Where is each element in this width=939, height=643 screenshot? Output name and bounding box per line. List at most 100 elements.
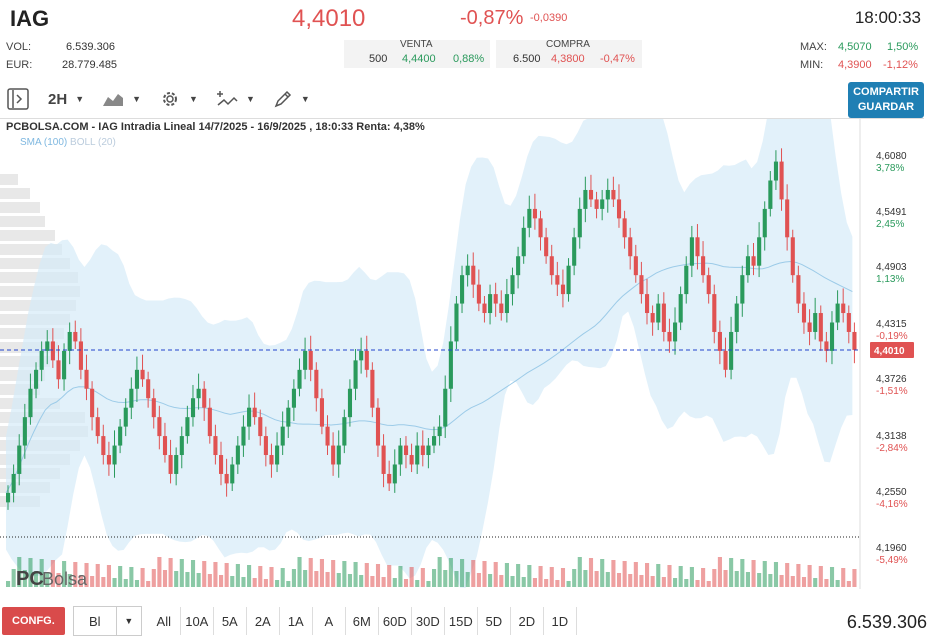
volume-bar: [717, 557, 722, 587]
last-update-time: 18:00:33: [854, 8, 921, 27]
volume-bar: [650, 576, 655, 587]
volume-bar: [656, 564, 661, 587]
x-tick-label: 22: [99, 588, 111, 589]
range-button-a[interactable]: A: [313, 607, 346, 635]
volume-bar: [39, 559, 44, 587]
candle-body: [78, 341, 83, 370]
y-tick-value: 4,4315: [876, 319, 907, 330]
candle-body: [476, 284, 481, 304]
volume-bar: [90, 576, 95, 587]
settings-dropdown[interactable]: ▼: [159, 88, 198, 110]
range-button-15d[interactable]: 15D: [445, 607, 478, 635]
volume-bar: [532, 578, 537, 587]
volume-bar: [835, 580, 840, 587]
volume-bar: [314, 571, 319, 587]
share-save-button[interactable]: COMPARTIR GUARDAR: [848, 82, 924, 118]
timeframe-dropdown[interactable]: 2H ▼: [48, 91, 84, 108]
buy-price: 4,3800: [551, 53, 585, 65]
range-button-60d[interactable]: 60D: [379, 607, 412, 635]
volume-bar: [426, 581, 431, 587]
sma-label[interactable]: SMA (100): [20, 137, 68, 148]
range-button-5a[interactable]: 5A: [214, 607, 247, 635]
volume-bar: [779, 575, 784, 587]
candle-body: [179, 436, 184, 456]
candle-body: [779, 161, 784, 200]
candle-body: [633, 256, 638, 276]
volume-profile-bar: [0, 230, 55, 241]
range-button-30d[interactable]: 30D: [412, 607, 445, 635]
candle-body: [549, 256, 554, 276]
volume-bar: [757, 573, 762, 587]
volume-bar: [622, 561, 627, 587]
candle-body: [482, 303, 487, 314]
x-tick-label: 12: [809, 588, 821, 589]
volume-bar: [521, 577, 526, 587]
config-button[interactable]: CONFG.: [2, 607, 65, 635]
volume-bar: [342, 561, 347, 587]
x-tick-label: 1: [247, 588, 253, 589]
watermark-bolsa: Bolsa: [42, 569, 88, 589]
ticker-symbol: IAG: [10, 6, 50, 31]
range-button-6m[interactable]: 6M: [346, 607, 379, 635]
candle-body: [667, 331, 672, 342]
chart-title: PCBOLSA.COM - IAG Intradia Lineal 14/7/2…: [6, 121, 425, 133]
volume-bar: [319, 559, 324, 587]
volume-bar: [639, 575, 644, 587]
share-label: COMPARTIR: [853, 86, 919, 98]
volume-bar: [701, 568, 706, 587]
candle-body: [62, 350, 67, 380]
volume-bar: [740, 559, 745, 587]
range-button-2a[interactable]: 2A: [247, 607, 280, 635]
boll-label[interactable]: BOLL (20): [70, 137, 116, 148]
range-button-1a[interactable]: 1A: [280, 607, 313, 635]
timeframe-label: 2H: [48, 90, 68, 108]
mode-select[interactable]: Bl: [72, 606, 117, 636]
chevron-down-icon[interactable]: ▼: [116, 606, 142, 636]
candle-body: [314, 369, 319, 399]
sidebar-toggle-button[interactable]: [6, 87, 30, 111]
sidebar-toggle-icon: [7, 88, 29, 110]
candle-body: [241, 426, 246, 446]
x-tick-label: 28: [174, 588, 186, 589]
range-button-10a[interactable]: 10A: [181, 607, 214, 635]
candle-body: [297, 369, 302, 389]
candle-body: [785, 199, 790, 238]
last-price: 4,4010: [292, 5, 366, 32]
volume-bar: [6, 581, 11, 587]
x-tick-label: 16: [839, 588, 851, 589]
range-button-1d[interactable]: 1D: [544, 607, 577, 635]
candle-body: [751, 256, 756, 266]
candle-body: [50, 341, 55, 361]
volume-bar: [818, 566, 823, 587]
candle-body: [118, 426, 123, 446]
candle-body: [162, 436, 168, 456]
x-tick-label: 4: [698, 588, 704, 589]
candle-body: [588, 189, 594, 200]
volume-bar: [286, 581, 291, 587]
chart-type-dropdown[interactable]: ▼: [102, 90, 141, 108]
volume-bar: [62, 561, 67, 587]
drawing-dropdown[interactable]: ▼: [273, 89, 310, 109]
volume-bar: [572, 569, 577, 587]
candle-body: [465, 265, 470, 276]
range-button-5d[interactable]: 5D: [478, 607, 511, 635]
volume-bar: [213, 562, 218, 587]
candle-body: [829, 322, 835, 351]
candle-body: [824, 341, 829, 351]
range-button-all[interactable]: All: [148, 607, 181, 635]
x-tick-label: 19: [474, 588, 486, 589]
chart-area[interactable]: 4,4010 4,6080 3,78% 4,5491 2,45% 4,4903 1,13% 4…: [0, 73, 924, 600]
volume-bar: [235, 564, 240, 587]
candle-body: [740, 275, 745, 304]
volume-bar: [454, 571, 459, 587]
indicators-dropdown[interactable]: ▼: [216, 89, 255, 109]
range-button-2d[interactable]: 2D: [511, 607, 544, 635]
candle-body: [544, 237, 549, 257]
candle-body: [701, 256, 706, 276]
y-tick-value: 4,3138: [876, 431, 907, 442]
candle-body: [202, 388, 207, 408]
volume-bar: [129, 567, 134, 587]
max-label: MAX:: [800, 41, 827, 53]
candle-body: [387, 473, 392, 484]
